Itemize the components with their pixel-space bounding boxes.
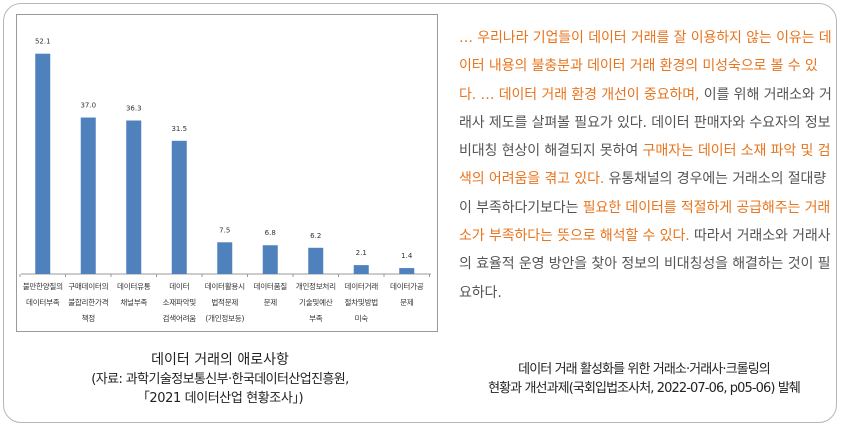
bar-value-label: 36.3 bbox=[126, 105, 142, 113]
highlighted-text: 필요한 데이터를 적절하게 공급해주는 거래소가 부족하다는 뜻으로 해석할 수… bbox=[459, 199, 831, 245]
category-label: 검색어려움 bbox=[163, 313, 197, 323]
bar bbox=[126, 120, 142, 274]
category-label: 책정 bbox=[82, 313, 96, 323]
bar-value-label: 37.0 bbox=[80, 102, 96, 110]
source-citation-line2: 현황과 개선과제(국회입법조사처, 2022-07-06, p05-06) 발췌 bbox=[488, 381, 801, 396]
category-label: 미숙 bbox=[355, 314, 369, 323]
category-label: 불만한양질의 bbox=[23, 281, 63, 291]
category-label: 불합리한가격 bbox=[68, 297, 108, 307]
bar-chart: 52.1불만한양질의데이터부족37.0구매데이터의불합리한가격책정36.3데이터… bbox=[19, 38, 431, 323]
bar bbox=[80, 117, 96, 275]
category-label: 부족 bbox=[309, 314, 323, 323]
bar-value-label: 1.4 bbox=[401, 252, 413, 260]
category-label: 문제 bbox=[264, 298, 278, 307]
bar bbox=[353, 265, 369, 274]
bar bbox=[217, 242, 233, 274]
bar-value-label: 31.5 bbox=[171, 125, 187, 133]
category-label: 법적문제 bbox=[211, 297, 238, 307]
category-label: 데이터부족 bbox=[26, 297, 60, 307]
body-text: 유통채널의 경우에는 거래소의 절대량이 부족하다기보다는 bbox=[459, 171, 827, 216]
highlighted-text: … 우리나라 기업들이 데이터 거래를 잘 이용하지 않는 이유는 데이터 내용… bbox=[459, 30, 832, 103]
chart-caption-title: 데이터 거래의 애로사항 bbox=[151, 352, 289, 368]
category-label: 소재파악및 bbox=[163, 297, 197, 307]
category-label: 구매데이터의 bbox=[68, 281, 108, 291]
chart-caption-source-line1: (자료: 과학기술정보통신부·한국데이터산업진흥원, bbox=[91, 372, 349, 387]
category-label: 데이터가공 bbox=[390, 281, 424, 291]
bar bbox=[399, 268, 415, 274]
bar-value-label: 2.1 bbox=[356, 249, 367, 257]
category-label: 데이터활용시 bbox=[205, 281, 245, 291]
bar bbox=[171, 140, 187, 274]
content-card bbox=[3, 3, 837, 423]
body-text: 이를 위해 거래소와 거래사 제도를 살펴볼 필요가 있다. 데이터 판매자와 … bbox=[459, 86, 832, 160]
bar bbox=[262, 245, 278, 274]
bar bbox=[308, 247, 324, 274]
chart-panel: 52.1 불만한양질의 데이터부족 37.0 구매데이터의 불합리한가격 책정 36.3 데이터… bbox=[16, 14, 438, 332]
category-label: 채널부족 bbox=[120, 297, 147, 307]
category-label: 데이터 bbox=[169, 281, 189, 291]
bar-value-label: 52.1 bbox=[35, 38, 51, 46]
category-label: 기술및예산 bbox=[299, 297, 333, 307]
category-label: (개인정보등) bbox=[205, 313, 244, 323]
category-label: 데이터거래 bbox=[345, 281, 379, 291]
category-label: 개인정보처리 bbox=[296, 281, 336, 291]
category-label: 데이터품질 bbox=[254, 281, 288, 291]
bar-value-label: 7.5 bbox=[219, 226, 230, 234]
bar-value-label: 6.2 bbox=[310, 232, 321, 240]
body-text: 따라서 거래소와 거래사의 효율적 운영 방안을 찾아 정보의 비대칭성을 해결… bbox=[459, 228, 831, 301]
category-label: 절차및방법 bbox=[345, 297, 379, 307]
category-label: 데이터유통 bbox=[117, 281, 151, 291]
bar bbox=[35, 53, 51, 274]
body-paragraph: … 우리나라 기업들이 데이터 거래를 잘 이용하지 않는 이유는 데이터 내용… bbox=[459, 24, 834, 307]
chart-caption-source-line2: 「2021 데이터산업 현황조사」) bbox=[136, 391, 304, 406]
source-citation-line1: 데이터 거래 활성화를 위한 거래소·거래사·크롤링의 bbox=[518, 362, 771, 377]
category-label: 문제 bbox=[400, 298, 414, 307]
bar-value-label: 6.8 bbox=[265, 229, 276, 237]
highlighted-text: 구매자는 데이터 소재 파악 및 검색의 어려움을 겪고 있다. bbox=[459, 143, 831, 188]
